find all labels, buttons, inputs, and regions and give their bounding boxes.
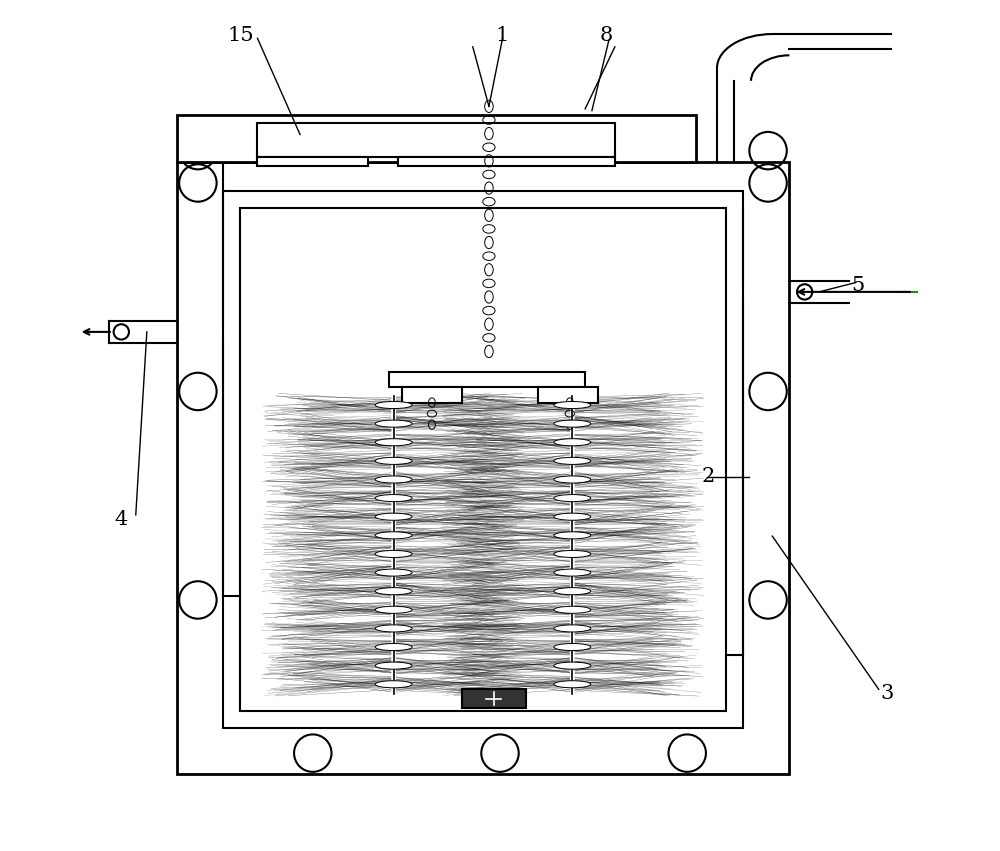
Ellipse shape (554, 439, 591, 446)
Ellipse shape (554, 420, 591, 427)
Ellipse shape (375, 513, 412, 520)
Text: 1: 1 (496, 26, 509, 45)
Ellipse shape (554, 625, 591, 632)
Bar (462, 689, 526, 708)
Text: 2: 2 (702, 467, 715, 486)
Ellipse shape (554, 662, 591, 669)
Ellipse shape (554, 476, 591, 483)
Ellipse shape (554, 494, 591, 501)
Ellipse shape (375, 681, 412, 688)
Ellipse shape (375, 439, 412, 446)
Bar (538, 387, 598, 403)
Ellipse shape (375, 643, 412, 650)
Bar (398, 157, 615, 166)
Ellipse shape (554, 606, 591, 614)
Ellipse shape (375, 662, 412, 669)
Ellipse shape (554, 402, 591, 408)
Bar (389, 372, 585, 387)
Ellipse shape (375, 532, 412, 539)
Ellipse shape (554, 532, 591, 539)
Ellipse shape (375, 402, 412, 408)
Ellipse shape (375, 625, 412, 632)
Bar (177, 115, 696, 162)
Bar (402, 387, 462, 403)
Ellipse shape (375, 457, 412, 465)
Ellipse shape (375, 476, 412, 483)
Bar (257, 123, 615, 157)
Ellipse shape (375, 420, 412, 427)
Bar (240, 208, 726, 711)
Bar (177, 162, 789, 774)
Text: 5: 5 (851, 276, 864, 294)
Text: 4: 4 (115, 510, 128, 528)
Text: 15: 15 (227, 26, 254, 45)
Ellipse shape (554, 513, 591, 520)
Ellipse shape (375, 606, 412, 614)
Ellipse shape (375, 494, 412, 501)
Ellipse shape (554, 551, 591, 557)
Text: 8: 8 (600, 26, 613, 45)
Ellipse shape (554, 569, 591, 576)
Ellipse shape (375, 551, 412, 557)
Ellipse shape (554, 681, 591, 688)
Text: 3: 3 (881, 684, 894, 703)
Ellipse shape (375, 569, 412, 576)
Ellipse shape (554, 457, 591, 465)
Bar (223, 191, 743, 728)
Ellipse shape (375, 588, 412, 595)
Ellipse shape (554, 643, 591, 650)
Ellipse shape (554, 588, 591, 595)
Bar (257, 157, 368, 166)
